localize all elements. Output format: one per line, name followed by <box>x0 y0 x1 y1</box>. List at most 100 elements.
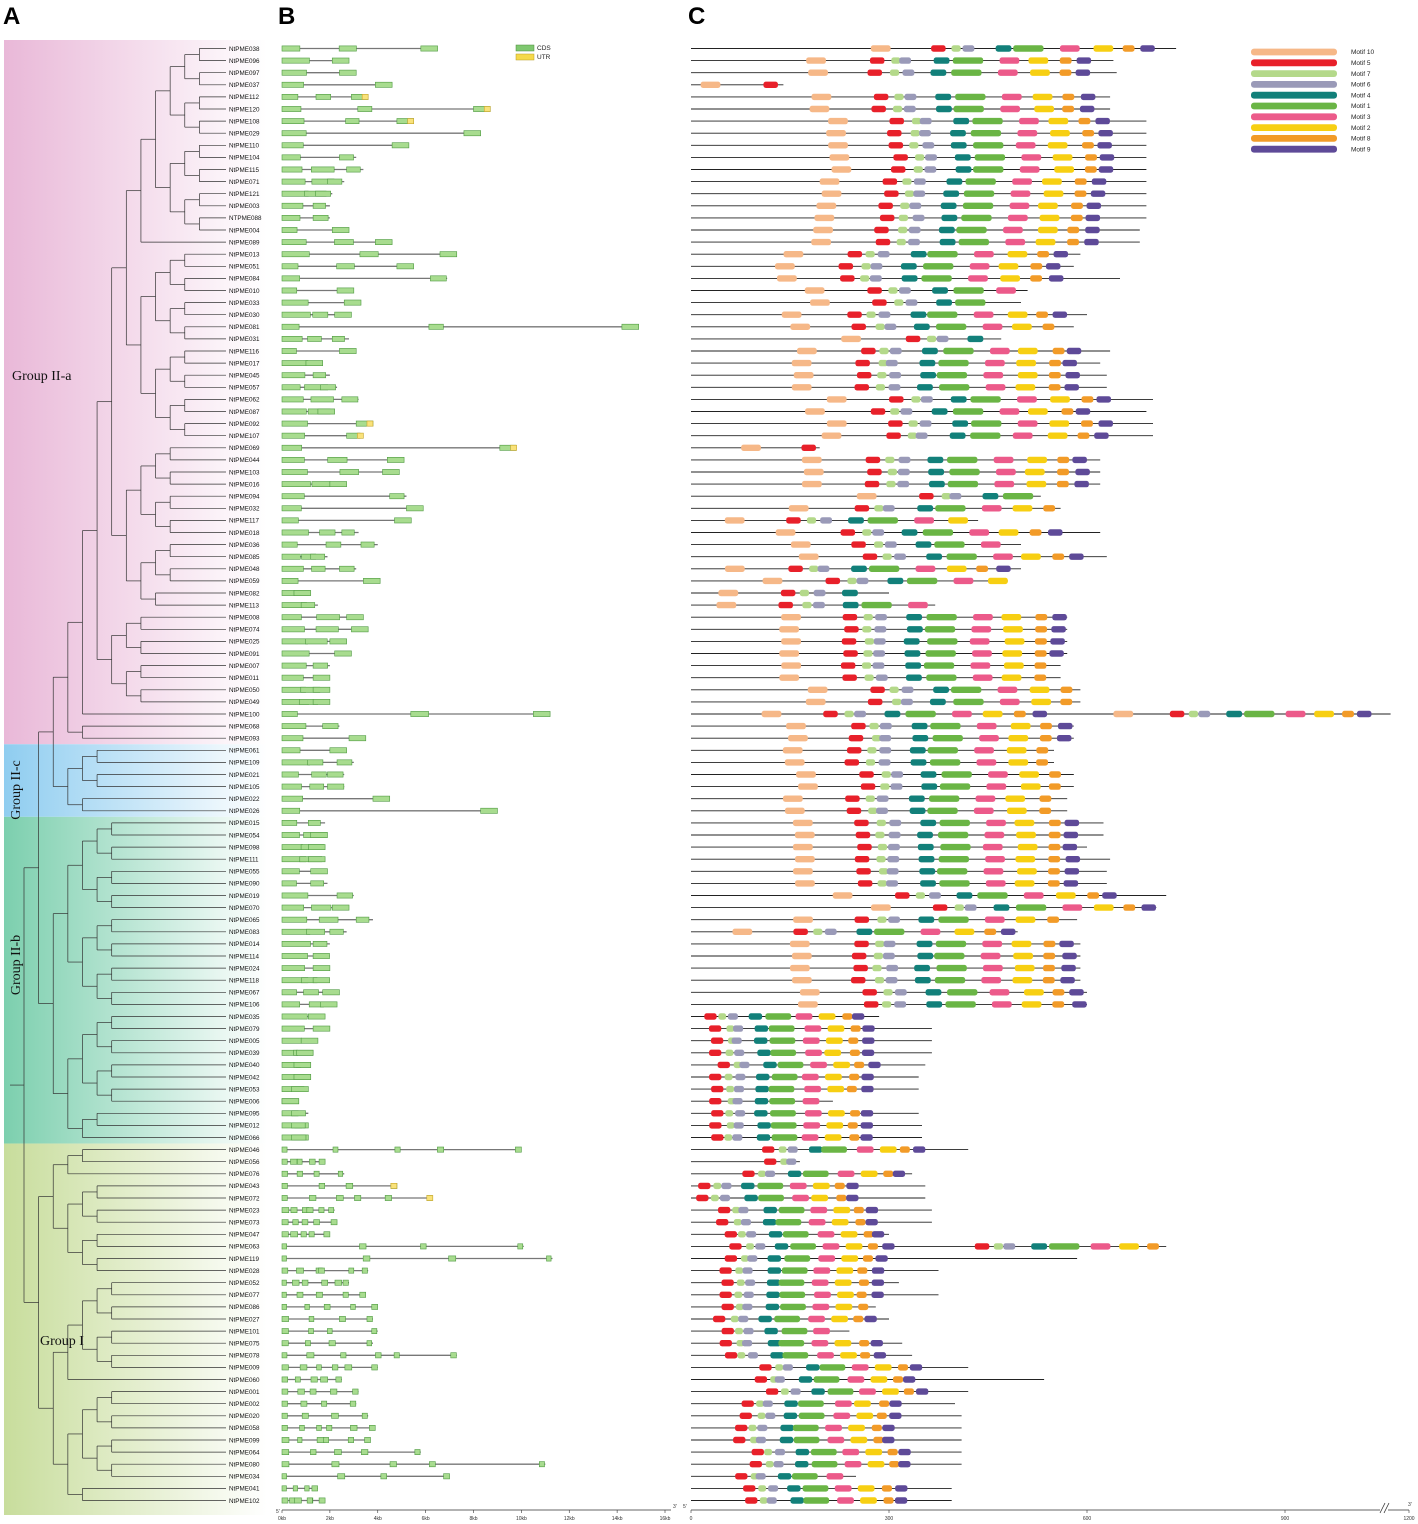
protein-motif-track <box>691 1436 962 1444</box>
cds-exon <box>380 1473 387 1480</box>
motif-1-box <box>970 396 1001 403</box>
motif-4-box <box>918 916 935 923</box>
gene-name: NtPME053 <box>229 1086 260 1093</box>
protein-motif-track <box>691 1461 962 1468</box>
motif-2-box <box>812 1182 830 1190</box>
motif-4-box <box>904 650 921 657</box>
motif-7-box <box>862 626 872 633</box>
cds-exon <box>281 565 304 572</box>
motif-5-box <box>862 989 877 996</box>
motif-8-box <box>1048 384 1061 391</box>
cds-exon <box>361 1267 368 1274</box>
motif-9-box <box>1095 117 1110 125</box>
motif-1-box <box>936 964 967 972</box>
motif-7-box <box>898 226 908 234</box>
motif-4-box <box>932 287 948 294</box>
motif-8-box <box>1052 1001 1065 1008</box>
motif-9-box <box>1062 952 1077 960</box>
motif-1-box <box>940 843 971 851</box>
protein-motif-track <box>691 1267 939 1274</box>
motif-1-box <box>782 1231 809 1238</box>
motif-1-box <box>935 323 967 330</box>
motif-10-box <box>784 807 805 814</box>
motif-legend-label: Motif 1 <box>1351 103 1371 110</box>
motif-7-box <box>882 553 892 560</box>
gene-name: NtPME009 <box>229 1365 260 1372</box>
protein-motif-track <box>691 1485 952 1492</box>
cds-exon <box>334 1449 342 1455</box>
protein-motif-track <box>691 396 1153 403</box>
motif-6-box <box>875 674 888 681</box>
utr-legend-label: UTR <box>537 54 551 61</box>
motif-8-box <box>1048 868 1060 875</box>
motif-7-box <box>718 1013 727 1020</box>
motif-3-box <box>1003 226 1023 234</box>
gene-structure <box>281 1267 369 1274</box>
cds-legend-swatch <box>515 44 535 52</box>
gene-name: NtPME079 <box>229 1026 260 1033</box>
motif-5-box <box>854 916 870 923</box>
motif-8-box <box>1052 553 1065 560</box>
cds-exon <box>350 1304 356 1310</box>
gene-name: NtPME104 <box>229 155 260 162</box>
motif-6-box <box>889 347 902 355</box>
motif-8-box <box>842 1013 853 1020</box>
motif-1-box <box>792 1424 819 1432</box>
motif-9-box <box>1075 468 1090 476</box>
motif-6-box <box>738 1206 749 1214</box>
motif-1-box <box>906 577 938 585</box>
motif-2-box <box>833 1061 851 1069</box>
motif-6-box <box>886 868 899 875</box>
motif-5-box <box>825 577 841 585</box>
motif-3-box <box>969 529 990 536</box>
motif-1-box <box>771 1073 798 1081</box>
cds-exon <box>311 565 326 572</box>
motif-7-box <box>911 396 921 403</box>
motif-1-box <box>923 662 955 669</box>
motif-8-box <box>1030 275 1043 282</box>
motif-8-box <box>1061 408 1074 415</box>
motif-7-box <box>780 1158 789 1165</box>
motif-8-box <box>976 565 989 572</box>
motif-9-box <box>895 1485 908 1492</box>
motif-8-box <box>1034 650 1047 657</box>
motif-4-box <box>953 117 970 125</box>
gene-name: NtPME051 <box>229 264 260 271</box>
group-background-group-ii-a <box>4 40 267 745</box>
motif-2-box <box>867 1461 885 1468</box>
motif-1-box <box>934 977 966 984</box>
motif-5-box <box>741 1400 754 1407</box>
gene-name: NtPME093 <box>229 736 260 743</box>
motif-5-box <box>905 335 921 343</box>
cds-exon <box>621 323 639 330</box>
motif-5-box <box>889 117 904 125</box>
motif-8-box <box>1049 359 1062 367</box>
motif-10-box <box>819 178 840 185</box>
protein-motif-track <box>691 1388 969 1395</box>
phylogenetic-tree <box>10 48 226 1501</box>
motif-8-box <box>1043 940 1056 948</box>
motif-2-box <box>1005 795 1026 802</box>
motif-4-box <box>842 589 858 597</box>
motif-7-box <box>904 190 915 197</box>
motif-3-box <box>808 1315 825 1323</box>
motif-8-box <box>867 1243 878 1250</box>
motif-6-box <box>813 601 825 609</box>
motif-3-box <box>1017 130 1038 137</box>
motif-6-box <box>886 964 899 972</box>
motif-3-box <box>969 638 990 645</box>
gene-name: NtPME057 <box>229 385 260 392</box>
protein-motif-track <box>691 541 1021 548</box>
motif-8-box <box>1123 904 1136 911</box>
motif-6-box <box>882 505 895 512</box>
axis-5prime-label: 5' <box>276 1509 280 1515</box>
motif-6-box <box>731 1037 742 1044</box>
motif-6-box <box>733 1025 744 1032</box>
motif-9-box <box>861 1073 874 1081</box>
motif-6-box <box>919 420 932 427</box>
motif-3-box <box>1021 154 1042 161</box>
motif-1-box <box>955 93 986 101</box>
motif-7-box <box>735 1303 744 1311</box>
motif-2-box <box>1017 868 1037 875</box>
motif-2-box <box>835 1303 853 1311</box>
